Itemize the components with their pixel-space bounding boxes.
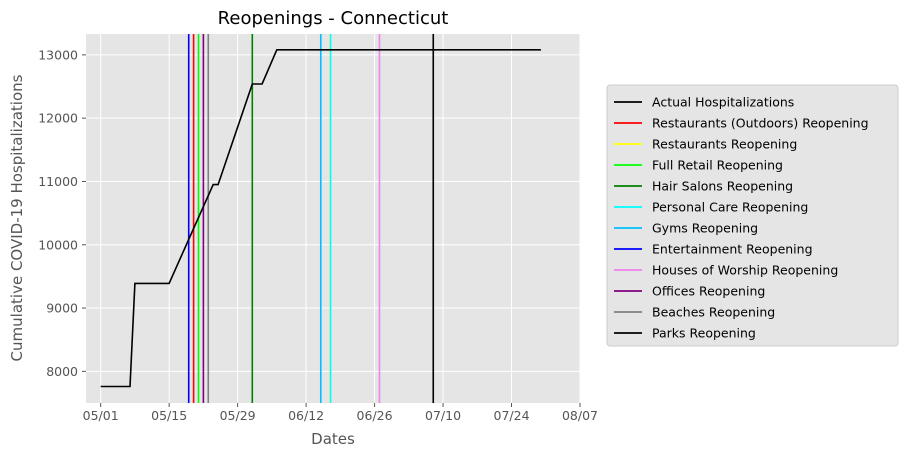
y-tick-label: 13000 (38, 47, 78, 62)
legend-label: Beaches Reopening (652, 305, 775, 320)
legend-label: Restaurants (Outdoors) Reopening (652, 116, 869, 131)
x-tick-label: 05/15 (151, 408, 187, 423)
grid (86, 34, 581, 403)
y-axis-label: Cumulative COVID-19 Hospitalizations (8, 74, 26, 361)
legend-label: Houses of Worship Reopening (652, 263, 838, 278)
legend: Actual Hospitalizations Restaurants (Outd… (606, 84, 899, 347)
x-ticks: 05/01 05/15 05/29 06/12 06/26 07/10 07/24 08/07 (83, 403, 598, 423)
series-line (100, 48, 541, 388)
legend-label: Restaurants Reopening (652, 137, 797, 152)
legend-label: Offices Reopening (652, 284, 765, 299)
legend-label: Hair Salons Reopening (652, 179, 793, 194)
legend-label: Gyms Reopening (652, 221, 758, 236)
legend-label: Entertainment Reopening (652, 242, 813, 257)
y-tick-label: 9000 (46, 301, 78, 316)
x-axis-label: Dates (311, 430, 355, 448)
x-tick-label: 07/10 (425, 408, 461, 423)
x-tick-label: 05/01 (83, 408, 119, 423)
legend-label: Full Retail Reopening (652, 158, 783, 173)
legend-label: Personal Care Reopening (652, 200, 808, 215)
chart-title: Reopenings - Connecticut (218, 8, 449, 29)
x-tick-label: 08/07 (562, 408, 598, 423)
y-tick-label: 12000 (38, 111, 78, 126)
x-tick-label: 05/29 (220, 408, 256, 423)
y-ticks: 8000 9000 10000 11000 12000 13000 (38, 47, 86, 379)
x-tick-label: 07/24 (494, 408, 530, 423)
legend-label: Parks Reopening (652, 326, 756, 341)
plot-background (86, 34, 580, 403)
x-tick-label: 06/26 (357, 408, 393, 423)
y-tick-label: 11000 (38, 174, 78, 189)
x-tick-label: 06/12 (288, 408, 324, 423)
y-tick-label: 10000 (38, 237, 78, 252)
series-lines (100, 48, 541, 388)
legend-box (606, 84, 899, 347)
y-tick-label: 8000 (46, 364, 78, 379)
legend-label: Actual Hospitalizations (652, 95, 794, 110)
